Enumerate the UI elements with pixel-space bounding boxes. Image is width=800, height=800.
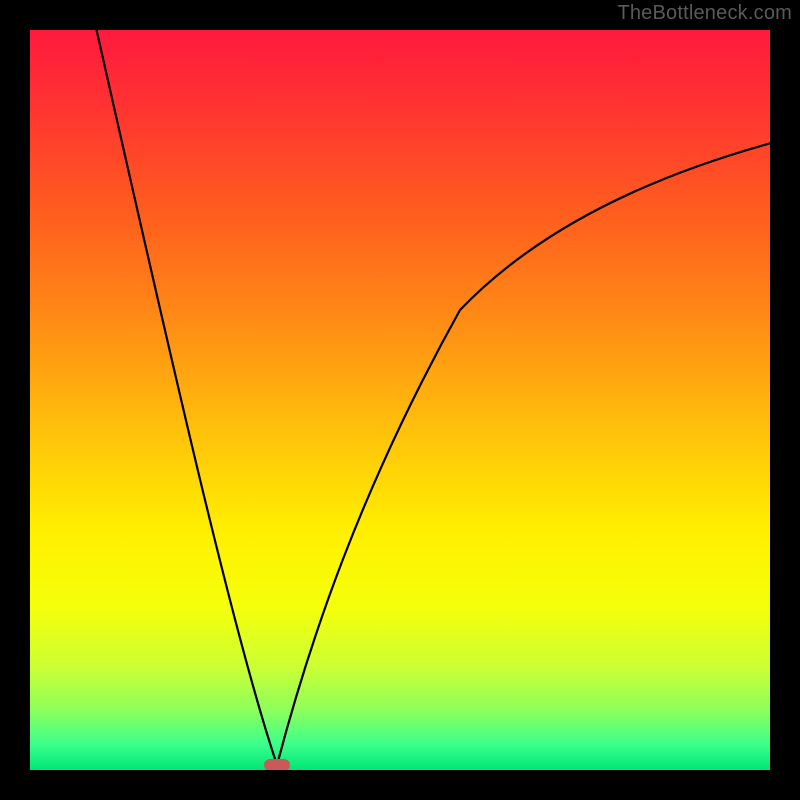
watermark-text: TheBottleneck.com xyxy=(617,2,792,25)
optimal-point-marker xyxy=(264,759,290,770)
bottleneck-curve xyxy=(30,30,770,770)
chart-plot-area xyxy=(30,30,770,770)
